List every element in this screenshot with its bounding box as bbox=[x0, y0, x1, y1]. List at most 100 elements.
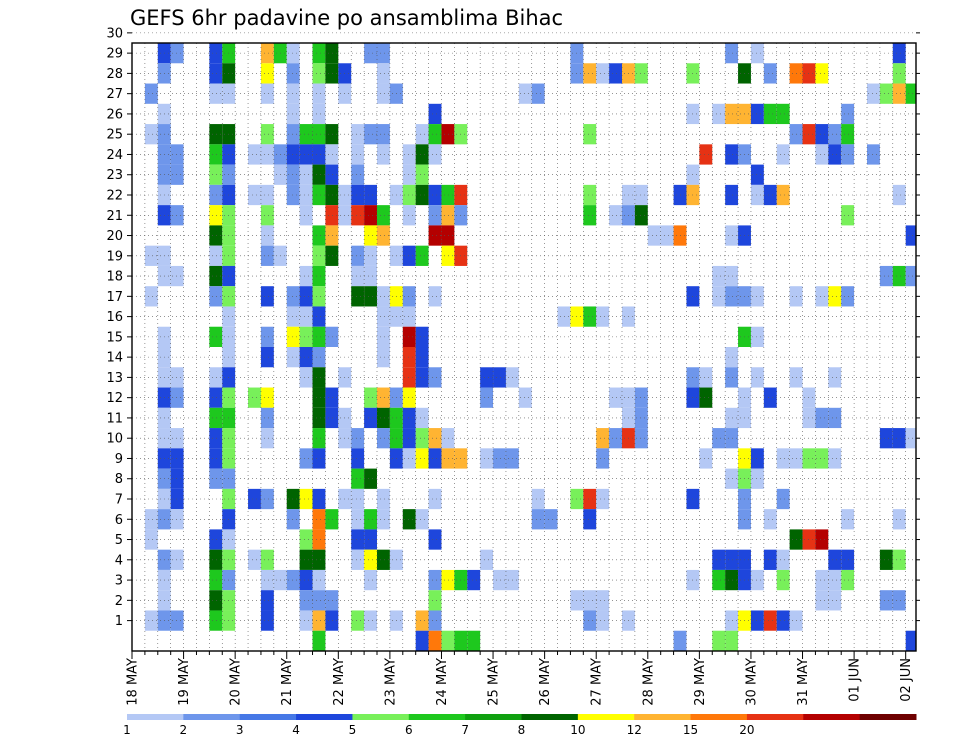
y-tick-label: 26 bbox=[106, 107, 123, 122]
heatmap-cell bbox=[377, 225, 390, 246]
heatmap-cell bbox=[725, 468, 739, 489]
heatmap-cell bbox=[596, 306, 610, 327]
heatmap-cell bbox=[170, 367, 184, 388]
heatmap-cell bbox=[248, 184, 261, 206]
heatmap-cell bbox=[415, 509, 429, 530]
heatmap-cell bbox=[260, 549, 274, 570]
y-tick-label: 14 bbox=[106, 351, 123, 366]
heatmap-cell bbox=[428, 184, 442, 206]
heatmap-cell bbox=[480, 448, 494, 469]
heatmap-cell bbox=[596, 590, 610, 611]
colorbar-label: 15 bbox=[683, 723, 698, 737]
y-tick-label: 29 bbox=[106, 47, 123, 62]
heatmap-cell bbox=[776, 610, 790, 631]
heatmap-cell bbox=[209, 286, 223, 307]
heatmap-cell bbox=[428, 448, 442, 469]
heatmap-cell bbox=[815, 124, 829, 145]
heatmap-cell bbox=[312, 509, 326, 530]
heatmap-cell bbox=[364, 407, 377, 429]
heatmap-cell bbox=[725, 225, 739, 246]
heatmap-cell bbox=[312, 610, 326, 631]
heatmap-cell bbox=[286, 144, 300, 165]
heatmap-cell bbox=[750, 103, 764, 125]
heatmap-cell bbox=[583, 184, 597, 206]
heatmap-cell bbox=[209, 265, 223, 287]
y-tick-label: 21 bbox=[106, 209, 123, 224]
heatmap-cell bbox=[905, 225, 916, 246]
heatmap-cell bbox=[905, 265, 916, 287]
heatmap-cell bbox=[260, 347, 274, 368]
heatmap-cell bbox=[209, 468, 223, 489]
heatmap-cell bbox=[428, 225, 442, 246]
heatmap-cell bbox=[776, 103, 790, 125]
heatmap-cell bbox=[415, 367, 429, 388]
heatmap-cell bbox=[312, 83, 326, 104]
heatmap-cell bbox=[351, 144, 365, 165]
heatmap-cell bbox=[634, 205, 648, 226]
heatmap-cell bbox=[351, 509, 365, 530]
heatmap-cell bbox=[351, 205, 365, 226]
heatmap-cells bbox=[144, 43, 916, 651]
heatmap-cell bbox=[299, 367, 313, 388]
heatmap-cell bbox=[248, 488, 261, 510]
heatmap-cell bbox=[493, 367, 506, 388]
heatmap-cell bbox=[699, 448, 713, 469]
heatmap-cell bbox=[815, 63, 829, 84]
y-tick-label: 8 bbox=[115, 472, 123, 487]
heatmap-cell bbox=[286, 103, 300, 125]
heatmap-cell bbox=[763, 63, 777, 84]
heatmap-cell bbox=[828, 569, 842, 591]
heatmap-cell bbox=[209, 205, 223, 226]
heatmap-cell bbox=[596, 63, 610, 84]
y-tick-label: 5 bbox=[115, 533, 123, 548]
heatmap-cell bbox=[170, 610, 184, 631]
heatmap-cell bbox=[351, 610, 365, 631]
x-tick-label: 28 MAY bbox=[641, 658, 656, 706]
heatmap-cell bbox=[673, 630, 687, 651]
heatmap-cell bbox=[634, 387, 648, 408]
heatmap-cell bbox=[402, 245, 416, 266]
heatmap-cell bbox=[892, 63, 906, 84]
heatmap-cell bbox=[531, 509, 545, 530]
heatmap-cell bbox=[144, 83, 158, 104]
heatmap-cell bbox=[544, 509, 558, 530]
heatmap-cell bbox=[351, 529, 365, 550]
heatmap-cell bbox=[286, 569, 300, 591]
colorbar-swatch bbox=[352, 714, 410, 720]
heatmap-cell bbox=[583, 488, 597, 510]
y-tick-label: 13 bbox=[106, 371, 123, 386]
heatmap-cell bbox=[260, 407, 274, 429]
heatmap-cell bbox=[377, 509, 390, 530]
heatmap-cell bbox=[725, 43, 739, 64]
heatmap-cell bbox=[828, 407, 842, 429]
heatmap-cell bbox=[260, 286, 274, 307]
heatmap-cell bbox=[170, 164, 184, 185]
colorbar-label: 20 bbox=[739, 723, 754, 737]
heatmap-cell bbox=[364, 529, 377, 550]
colorbar-swatch bbox=[690, 714, 748, 720]
heatmap-cell bbox=[415, 245, 429, 266]
heatmap-cell bbox=[260, 590, 274, 611]
heatmap-cell bbox=[364, 245, 377, 266]
heatmap-cell bbox=[828, 286, 842, 307]
heatmap-cell bbox=[867, 83, 880, 104]
colorbar-swatch bbox=[634, 714, 692, 720]
plot-frame bbox=[131, 42, 917, 652]
heatmap-cell bbox=[828, 590, 842, 611]
heatmap-cell bbox=[209, 184, 223, 206]
heatmap-cell bbox=[351, 164, 365, 185]
heatmap-cell bbox=[209, 387, 223, 408]
heatmap-cell bbox=[144, 286, 158, 307]
heatmap-cell bbox=[170, 205, 184, 226]
heatmap-cell bbox=[725, 407, 739, 429]
heatmap-cell bbox=[402, 205, 416, 226]
heatmap-cell bbox=[493, 448, 506, 469]
colorbar-swatch bbox=[521, 714, 579, 720]
heatmap-cell bbox=[351, 184, 365, 206]
heatmap-cell bbox=[841, 569, 855, 591]
colorbar-label: 10 bbox=[570, 723, 585, 737]
heatmap-cell bbox=[815, 529, 829, 550]
heatmap-cell bbox=[441, 124, 455, 145]
heatmap-cell bbox=[828, 549, 842, 570]
heatmap-cell bbox=[364, 286, 377, 307]
